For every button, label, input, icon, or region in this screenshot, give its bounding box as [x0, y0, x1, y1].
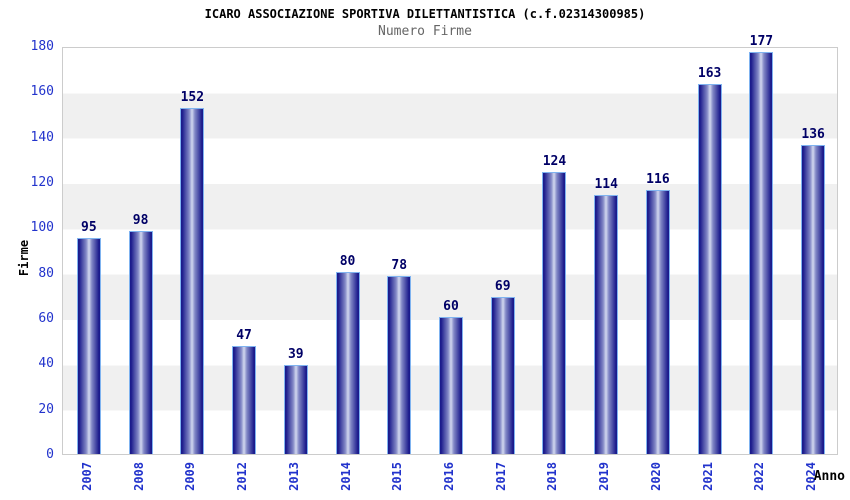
bar-2020	[645, 190, 670, 454]
x-tick-label: 2020	[648, 462, 663, 491]
x-tick-label: 2007	[79, 462, 94, 491]
x-tick-label: 2014	[338, 462, 353, 491]
x-tick-label: 2012	[235, 462, 250, 491]
bar-2018	[542, 171, 567, 454]
bar-value-label: 80	[339, 253, 356, 269]
chart-subtitle: Numero Firme	[378, 24, 472, 39]
y-tick-label: 60	[38, 311, 54, 326]
x-tick-label: 2019	[597, 462, 612, 491]
y-tick-label: 140	[30, 129, 54, 145]
bar-2022	[749, 51, 774, 454]
x-tick-label: 2008	[131, 462, 146, 491]
x-tick-label: 2009	[183, 462, 198, 491]
bar-value-label: 47	[236, 328, 252, 344]
x-axis-label: Anno	[813, 469, 845, 484]
x-tick-label: 2017	[493, 462, 508, 491]
x-tick-label: 2015	[390, 462, 405, 491]
y-tick-label: 40	[38, 356, 54, 372]
x-tick-label: 2013	[286, 462, 301, 491]
bar-value-label: 116	[646, 172, 670, 188]
plot-area: 95 98 152 47 39 80 78 60 69 124 114 116 163 177 136	[62, 34, 838, 455]
y-tick-label: 180	[30, 39, 54, 54]
bar-value-label: 39	[287, 346, 304, 362]
bar-2014	[335, 271, 360, 454]
bar-value-label: 98	[132, 212, 149, 228]
x-tick-label: 2018	[545, 462, 560, 491]
bar-value-label: 114	[594, 176, 618, 192]
x-tick-label: 2022	[752, 462, 767, 491]
bar-2012	[232, 346, 257, 454]
bar-value-label: 95	[81, 219, 97, 235]
bar-value-label: 60	[443, 299, 459, 314]
y-tick-label: 100	[30, 220, 54, 236]
bar-2008	[128, 230, 153, 454]
bar-value-label: 163	[697, 65, 722, 81]
bar-value-label: 152	[180, 90, 205, 106]
y-tick-label: 80	[38, 265, 54, 281]
bar-2024	[801, 144, 826, 454]
bar-2007	[76, 237, 101, 454]
x-tick-label: 2021	[700, 462, 715, 491]
bar-value-label: 78	[391, 258, 408, 274]
x-tick-label: 2016	[442, 462, 456, 491]
bar-value-label: 69	[494, 278, 511, 294]
bar-value-label: 177	[749, 33, 774, 49]
chart-title: ICARO ASSOCIAZIONE SPORTIVA DILETTANTIST…	[204, 7, 646, 21]
bar-value-label: 136	[801, 126, 825, 142]
bar-2009	[180, 108, 205, 454]
bar-2015	[387, 276, 412, 454]
bar-2021	[697, 83, 722, 454]
y-tick-label: 160	[30, 84, 54, 100]
bar-2013	[283, 364, 308, 454]
y-tick-label: 120	[30, 175, 54, 190]
bar-2016	[439, 317, 463, 454]
bar-value-label: 124	[542, 153, 567, 169]
bar-2019	[594, 194, 619, 454]
y-tick-label: 20	[38, 401, 54, 417]
y-tick-label: 0	[46, 447, 54, 462]
bar-2017	[490, 296, 515, 454]
